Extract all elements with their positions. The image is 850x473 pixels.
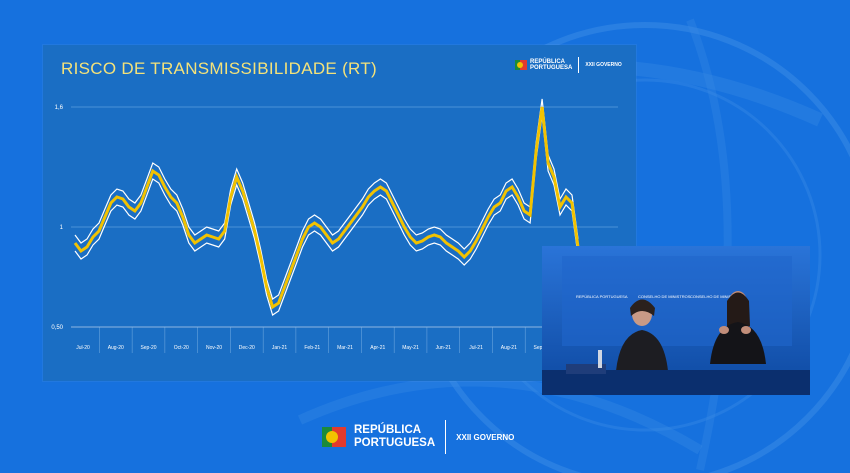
x-month-label: Aug-21: [501, 345, 517, 351]
x-month-label: Jul-20: [76, 345, 90, 351]
x-month-label: Dec-20: [239, 345, 255, 351]
y-tick-label: 1: [60, 225, 64, 231]
footer-government-label: XXII GOVERNO: [456, 432, 515, 442]
x-month-label: Apr-21: [370, 345, 385, 351]
footer-logo-line2: PORTUGUESA: [354, 437, 436, 449]
logo-separator: [578, 57, 580, 73]
x-month-label: Jan-21: [272, 345, 288, 351]
backdrop-logo-1: REPÚBLICA PORTUGUESA: [576, 294, 628, 299]
slide-government-logo: REPÚBLICA PORTUGUESA XXII GOVERNO: [515, 57, 622, 73]
x-month-label: Jun-21: [436, 345, 452, 351]
x-month-label: Sep-20: [140, 345, 156, 351]
x-month-label: May-21: [402, 345, 419, 351]
footer-logo-line1: REPÚBLICA: [354, 424, 422, 436]
backdrop-logo-2: CONSELHO DE MINISTROS: [638, 294, 691, 299]
x-month-label: Jul-21: [469, 345, 483, 351]
slide-logo-line1: REPÚBLICA: [530, 59, 566, 65]
slide-government-label: XXII GOVERNO: [585, 62, 622, 68]
rt-line: [73, 106, 580, 310]
footer-separator: [445, 420, 447, 454]
y-tick-label: 0,50: [51, 325, 63, 331]
backdrop-logo-3: CONSELHO DE MINISTROS: [690, 294, 743, 299]
x-month-label: Nov-20: [206, 345, 222, 351]
portugal-emblem-icon: [515, 60, 527, 70]
x-month-label: Feb-21: [304, 345, 320, 351]
slide-logo-line2: PORTUGUESA: [530, 65, 573, 71]
x-month-label: Sep-21: [534, 345, 550, 351]
video-feed: REPÚBLICA PORTUGUESA CONSELHO DE MINISTR…: [542, 246, 810, 395]
ci-lower-line: [74, 114, 579, 316]
footer-government-logo: REPÚBLICA PORTUGUESA XXII GOVERNO: [322, 420, 514, 454]
ci-upper-line: [74, 98, 579, 300]
portugal-emblem-icon: [322, 427, 346, 447]
press-conference-video: REPÚBLICA PORTUGUESA CONSELHO DE MINISTR…: [542, 246, 810, 395]
y-tick-label: 1,6: [55, 105, 64, 111]
x-month-label: Mar-21: [337, 345, 353, 351]
x-month-label: Aug-20: [108, 345, 124, 351]
presentation-slide: RISCO DE TRANSMISSIBILIDADE (RT) REPÚBLI…: [43, 45, 636, 381]
x-month-label: Oct-20: [174, 345, 189, 351]
slide-title: RISCO DE TRANSMISSIBILIDADE (RT): [61, 59, 377, 78]
